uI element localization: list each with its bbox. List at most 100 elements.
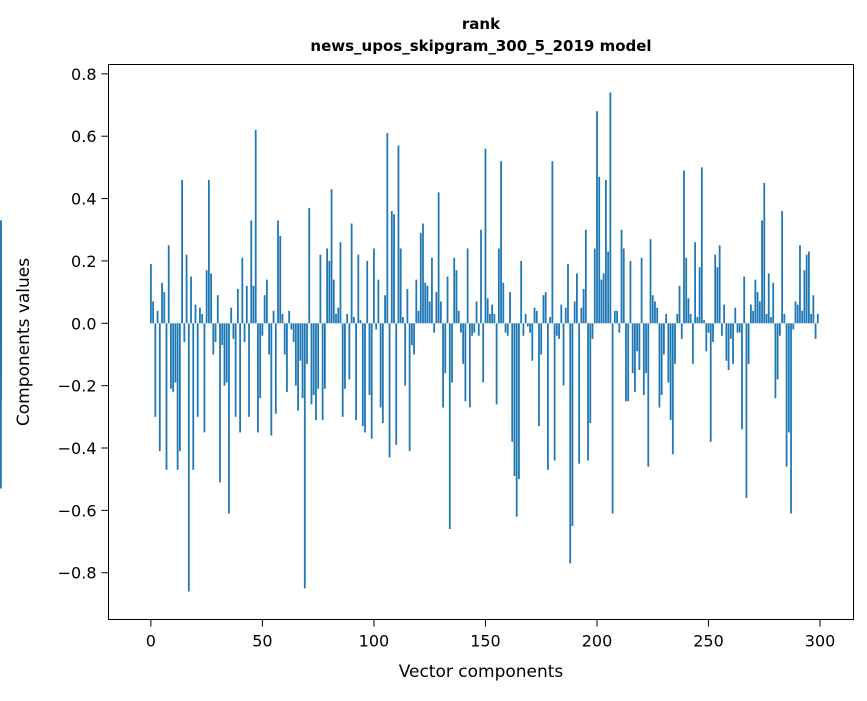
bar bbox=[265, 279, 268, 324]
bar bbox=[344, 323, 346, 389]
bar bbox=[381, 323, 384, 424]
bar bbox=[783, 313, 786, 324]
x-axis-label: Vector components bbox=[399, 662, 564, 682]
bar bbox=[187, 323, 190, 592]
bar bbox=[792, 323, 795, 330]
bar bbox=[384, 295, 386, 324]
bar bbox=[736, 323, 739, 333]
bar bbox=[506, 323, 509, 336]
x-tick-label: 300 bbox=[805, 632, 836, 651]
bar bbox=[540, 323, 543, 355]
bar bbox=[645, 323, 647, 374]
bar bbox=[424, 282, 427, 324]
bar bbox=[667, 323, 670, 383]
bar bbox=[698, 267, 701, 324]
bar bbox=[671, 323, 674, 455]
bar bbox=[279, 235, 282, 324]
bar bbox=[319, 254, 322, 324]
bar bbox=[567, 264, 569, 324]
bar bbox=[156, 310, 159, 324]
bar bbox=[491, 304, 494, 324]
bar bbox=[678, 285, 681, 324]
y-tick-label: −0.8 bbox=[58, 564, 97, 583]
bar bbox=[484, 148, 487, 324]
bar bbox=[631, 323, 634, 374]
bar bbox=[230, 307, 233, 324]
bar bbox=[321, 323, 324, 420]
bar bbox=[357, 254, 360, 324]
bar bbox=[292, 323, 295, 342]
bar bbox=[747, 323, 750, 364]
bar bbox=[743, 276, 746, 324]
bar bbox=[558, 323, 560, 339]
bar bbox=[475, 301, 478, 324]
bar bbox=[651, 295, 654, 324]
chart-title: rank bbox=[462, 15, 501, 33]
bar bbox=[268, 323, 270, 355]
bar bbox=[270, 323, 273, 436]
bar bbox=[587, 323, 589, 461]
bar bbox=[375, 323, 378, 330]
bar bbox=[0, 323, 2, 402]
bar bbox=[642, 323, 645, 395]
bar bbox=[602, 273, 605, 324]
bar bbox=[721, 323, 723, 336]
bar bbox=[359, 320, 362, 324]
bar bbox=[399, 248, 402, 324]
bar bbox=[355, 323, 357, 420]
bar bbox=[377, 279, 380, 324]
bar bbox=[192, 323, 195, 470]
bar bbox=[149, 264, 152, 324]
bar bbox=[442, 323, 444, 408]
y-tick-label: 0.4 bbox=[71, 190, 96, 209]
bar bbox=[453, 257, 456, 324]
bar bbox=[181, 179, 183, 324]
bar bbox=[216, 295, 219, 324]
bar bbox=[816, 313, 819, 324]
bar bbox=[207, 179, 210, 324]
bar bbox=[252, 285, 255, 324]
bar bbox=[564, 307, 567, 324]
bar bbox=[346, 313, 349, 324]
bar bbox=[303, 323, 306, 589]
bar bbox=[332, 279, 335, 324]
bar bbox=[611, 323, 614, 514]
bar bbox=[596, 111, 598, 324]
bar bbox=[544, 292, 547, 324]
bar bbox=[692, 323, 694, 364]
bar bbox=[674, 323, 676, 364]
bar bbox=[288, 310, 291, 324]
bar bbox=[390, 211, 393, 324]
bar bbox=[511, 323, 514, 442]
bar bbox=[616, 310, 618, 324]
bar bbox=[457, 310, 460, 324]
bar bbox=[306, 323, 308, 364]
bar bbox=[272, 310, 275, 324]
bar bbox=[0, 220, 2, 324]
bar bbox=[533, 307, 536, 324]
bar bbox=[433, 323, 436, 333]
bar bbox=[547, 323, 549, 470]
bar bbox=[310, 323, 313, 405]
bar bbox=[274, 323, 277, 414]
bar bbox=[538, 323, 540, 427]
bar bbox=[669, 323, 672, 420]
bar bbox=[257, 323, 259, 433]
bar bbox=[765, 313, 768, 324]
bar bbox=[261, 323, 264, 336]
bar bbox=[232, 323, 235, 339]
bar bbox=[500, 161, 502, 324]
bar bbox=[210, 273, 212, 324]
bar bbox=[172, 323, 175, 392]
bar bbox=[729, 323, 732, 339]
bar bbox=[502, 282, 505, 324]
bar bbox=[569, 323, 572, 564]
x-tick-label: 250 bbox=[693, 632, 724, 651]
bar bbox=[205, 270, 208, 324]
bar bbox=[750, 304, 752, 324]
bar bbox=[752, 310, 755, 324]
bar bbox=[513, 323, 516, 477]
bar bbox=[763, 182, 766, 324]
bar bbox=[526, 323, 529, 327]
bar bbox=[495, 323, 498, 405]
